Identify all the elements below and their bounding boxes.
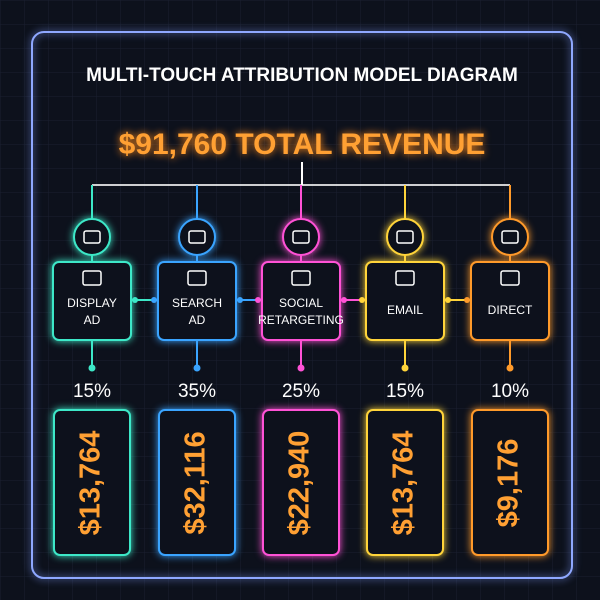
icon-circle: [178, 218, 216, 256]
amount-label: $32,116: [180, 431, 212, 534]
amount-label: $22,940: [284, 431, 316, 536]
icon-glyph: [396, 230, 414, 244]
channel-box: [365, 261, 445, 341]
channel-icon: [291, 270, 311, 286]
share-label: 10%: [491, 381, 529, 402]
stem-dot: [297, 364, 305, 372]
share-label: 15%: [73, 381, 111, 402]
connector-dot: [445, 297, 451, 303]
stem-dot: [401, 364, 409, 372]
share-label: 35%: [178, 381, 216, 402]
icon-glyph: [501, 230, 519, 244]
amount-box: [471, 409, 549, 556]
total-revenue: $91,760 TOTAL REVENUE: [119, 128, 486, 161]
amount-label: $13,764: [75, 431, 107, 536]
title: MULTI-TOUCH ATTRIBUTION MODEL DIAGRAM: [86, 65, 518, 86]
channel: SOCIAL RETARGETING 25% $22,940: [258, 185, 344, 556]
channel: DIRECT 10% $9,176: [470, 185, 550, 556]
icon-circle: [491, 218, 529, 256]
channel-label: EMAIL: [387, 303, 423, 317]
icon-circle: [282, 218, 320, 256]
connector-dot: [464, 297, 470, 303]
icon-glyph: [188, 230, 206, 244]
icon-glyph: [83, 230, 101, 244]
channel-label: AD: [84, 313, 101, 327]
amount-label: $13,764: [388, 431, 420, 536]
connector-dot: [151, 297, 157, 303]
amount-box: [158, 409, 236, 556]
connector-dot: [237, 297, 243, 303]
icon-glyph: [292, 230, 310, 244]
channel-icon: [395, 270, 415, 286]
amount-box: [262, 409, 340, 556]
channel-label: AD: [189, 313, 206, 327]
amount-label: $9,176: [493, 439, 525, 528]
connector-dot: [255, 297, 261, 303]
stem-dot: [506, 364, 514, 372]
channel-icon: [500, 270, 520, 286]
connector-dot: [341, 297, 347, 303]
stem-dot: [193, 364, 201, 372]
channel: SEARCH AD 35% $32,116: [157, 185, 237, 556]
icon-circle: [386, 218, 424, 256]
stem-dot: [88, 364, 96, 372]
channel-label: SEARCH: [172, 296, 222, 310]
channel: EMAIL 15% $13,764: [365, 185, 445, 556]
frame: [31, 31, 573, 579]
amount-box: [366, 409, 444, 556]
share-label: 15%: [386, 381, 424, 402]
channel-label: DIRECT: [488, 303, 533, 317]
connector-dot: [359, 297, 365, 303]
amount-box: [53, 409, 131, 556]
channel-icon: [82, 270, 102, 286]
channel-box: [470, 261, 550, 341]
channel-icon: [187, 270, 207, 286]
share-label: 25%: [282, 381, 320, 402]
channel-label: RETARGETING: [258, 313, 344, 327]
connector-dot: [132, 297, 138, 303]
channel: DISPLAY AD 15% $13,764: [52, 185, 132, 556]
icon-circle: [73, 218, 111, 256]
channel-label: SOCIAL: [279, 296, 323, 310]
channel-label: DISPLAY: [67, 296, 117, 310]
